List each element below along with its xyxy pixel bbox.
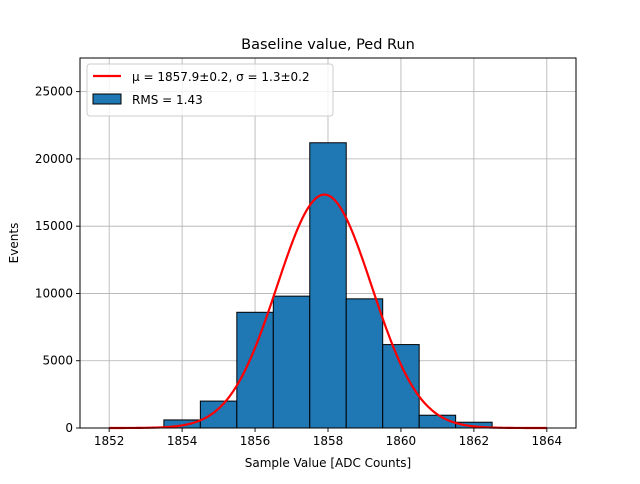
y-tick-label: 15000 — [35, 219, 73, 233]
gaussian-fit-curve — [109, 193, 547, 430]
legend-fit-sigma: σ = 1.3±0.2 — [236, 70, 310, 84]
histogram-bar — [309, 142, 347, 429]
histogram-bar — [345, 298, 384, 429]
histogram-bar — [382, 344, 420, 429]
legend-histogram-label: RMS = 1.43 — [132, 93, 203, 107]
legend-fit-label: μ = 1857.9±0.2, σ = 1.3±0.2 — [132, 70, 310, 84]
x-tick-label: 1864 — [532, 434, 563, 448]
x-axis-ticks: 1852 1854 1856 1858 1860 1862 1864 — [94, 428, 562, 448]
histogram-bar — [236, 311, 274, 429]
legend-histogram-swatch — [92, 93, 122, 105]
x-tick-label: 1856 — [240, 434, 271, 448]
y-axis-ticks: 0 5000 10000 15000 20000 25000 — [35, 85, 80, 435]
y-axis-label: Events — [7, 223, 21, 264]
legend-fit-mu: μ = 1857.9±0.2, — [132, 70, 236, 84]
fit-curve-group — [109, 193, 547, 430]
histogram-bars — [163, 142, 493, 429]
y-tick-label: 25000 — [35, 85, 73, 99]
y-tick-label: 0 — [65, 421, 73, 435]
x-tick-label: 1860 — [386, 434, 417, 448]
y-tick-label: 5000 — [42, 354, 73, 368]
x-tick-label: 1858 — [313, 434, 344, 448]
histogram-bar — [199, 400, 238, 429]
histogram-bar — [272, 295, 311, 429]
x-axis-label: Sample Value [ADC Counts] — [245, 456, 411, 470]
legend-box — [86, 63, 334, 117]
x-tick-label: 1862 — [459, 434, 490, 448]
chart-title: Baseline value, Ped Run — [241, 37, 415, 53]
x-tick-label: 1854 — [167, 434, 198, 448]
legend: μ = 1857.9±0.2, σ = 1.3±0.2 RMS = 1.43 — [86, 63, 334, 117]
y-tick-label: 10000 — [35, 286, 73, 300]
x-tick-label: 1852 — [94, 434, 125, 448]
y-tick-label: 20000 — [35, 152, 73, 166]
